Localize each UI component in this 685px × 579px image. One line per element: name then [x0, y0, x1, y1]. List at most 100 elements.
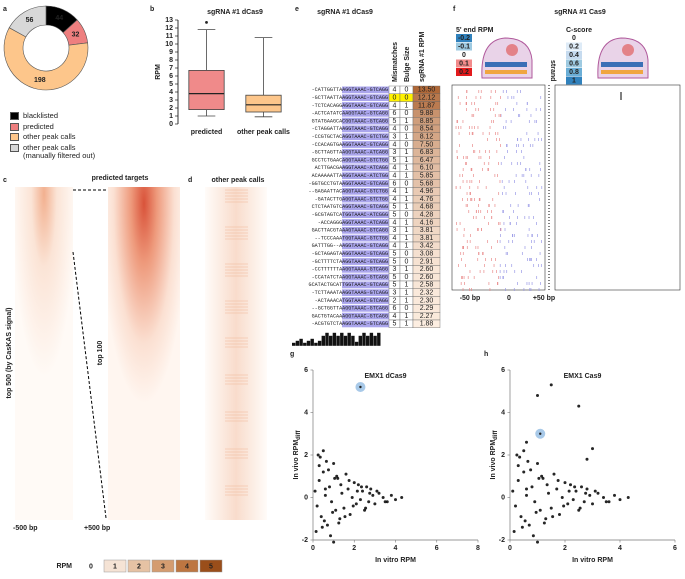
box	[245, 94, 282, 113]
x-tick-label: 6	[673, 545, 677, 552]
sequence-highlight	[342, 273, 389, 281]
sequence-highlight	[342, 148, 389, 156]
sequence: GATTTGG--AAGGTAAAC-GTCAGG	[312, 243, 388, 249]
point	[334, 508, 338, 512]
sequence: --TCCCAAATGGTAAAC-GTCTGG	[315, 235, 388, 241]
legend-entry: blacklisted	[10, 111, 120, 121]
point	[596, 491, 600, 495]
scale-label: 0.2	[569, 43, 579, 50]
point	[335, 474, 339, 478]
legend-swatch	[10, 143, 19, 152]
cell-text: 1	[405, 149, 409, 156]
cell-text: 2	[393, 297, 397, 304]
sequence-highlight	[342, 219, 389, 226]
point	[544, 517, 548, 521]
cell-text: 1	[405, 188, 409, 195]
sequence: -GCGTAGTCATGGTAAAC-ATCGGG	[312, 212, 388, 218]
point	[569, 483, 572, 487]
point	[585, 487, 589, 491]
cell-text: 2.30	[420, 297, 434, 304]
legend-label: blacklisted	[23, 111, 59, 120]
heatmap	[205, 187, 267, 520]
y-axis-label-main: In vivo RPM	[490, 440, 497, 480]
heatmap	[108, 187, 180, 520]
sequence-highlight	[342, 94, 389, 102]
cell-text: 4.96	[420, 188, 434, 195]
cell-text: 3.42	[420, 243, 434, 250]
scale-swatch	[566, 68, 582, 76]
point	[346, 487, 350, 491]
sequence: -CCACAGTGAAGGTAAAC-GTCAGG	[312, 142, 388, 148]
cell-text: 5	[393, 212, 397, 219]
sequence-highlight	[342, 312, 389, 320]
y-axis-label-sub: diff	[493, 429, 499, 439]
colorbar-tick-label: 2	[137, 563, 141, 570]
point	[316, 453, 320, 457]
cell-text: 4	[393, 165, 397, 172]
cell-text: 4	[393, 188, 397, 195]
sequence: -CCTTTTTTAAGGTAAAA-GTCAGG	[312, 267, 388, 273]
cell-text: 6	[393, 305, 397, 312]
sequence-highlight	[342, 211, 389, 219]
column-header: Mismatches	[392, 42, 399, 82]
sequence: -ACTCATATCAAGGTAAC-GTCAGG	[312, 111, 388, 117]
point	[371, 493, 375, 497]
panel-label: a	[3, 6, 7, 13]
y-axis-label: RPM	[155, 64, 162, 80]
sequence: -GCTTAGTTAAGGTAAAC-ATCAGG	[312, 150, 388, 156]
cell-text: 1	[405, 297, 409, 304]
sequence-highlight	[342, 180, 389, 187]
point	[573, 485, 577, 489]
point	[321, 449, 325, 453]
outlier	[205, 21, 208, 24]
sequence-highlight	[342, 265, 389, 273]
x-tick-label: 0	[311, 545, 315, 552]
sequence-highlight	[342, 156, 389, 164]
y-tick-label: 0	[169, 121, 173, 128]
sequence-highlight	[342, 187, 389, 195]
point	[355, 489, 359, 493]
point	[400, 496, 404, 499]
conservation-bar	[354, 341, 359, 346]
cell-text: 0	[405, 258, 409, 265]
scale-label: 0.6	[569, 60, 579, 67]
y-tick-label: 0	[501, 494, 505, 501]
conservation-bar	[373, 335, 377, 346]
cell-text: 1	[405, 196, 409, 203]
point	[582, 500, 586, 504]
sequence: -TCTTAAATAAGGTAAAG-GTCAGG	[312, 290, 388, 296]
cell-text: 0	[405, 180, 409, 187]
point	[332, 540, 336, 544]
point	[566, 502, 570, 506]
point	[514, 504, 517, 508]
point	[332, 462, 336, 465]
strand-label: strand	[549, 60, 556, 81]
cell-text: 1	[405, 134, 409, 141]
sequence-highlight	[342, 234, 389, 242]
heatmap-xlabel: +500 bp	[84, 525, 110, 532]
heatmap-sublabel: top 100	[97, 341, 104, 366]
y-axis-label-main: In vivo RPM	[293, 440, 300, 480]
cell-text: 1	[405, 219, 409, 226]
y-tick-label: 10	[165, 41, 173, 48]
conservation-bar	[306, 340, 311, 346]
point	[613, 493, 616, 497]
point	[534, 510, 538, 514]
y-tick-label: 9	[169, 49, 173, 56]
sequence: -GCTTAATTAAGGTAAAC-GTCAGG	[312, 95, 388, 101]
x-tick-label: predicted	[191, 129, 223, 136]
cell-text: 0	[405, 141, 409, 148]
panel-label: b	[150, 6, 154, 13]
cell-text: 4	[393, 313, 397, 320]
point	[369, 487, 373, 491]
cell-text: 1	[405, 173, 409, 180]
conservation-bar	[317, 340, 322, 346]
footprint-right	[554, 84, 681, 291]
point	[516, 479, 520, 482]
y-tick-label: 12	[165, 25, 173, 32]
zoom-line	[72, 251, 107, 519]
column-header: Bulge Size	[404, 46, 411, 82]
sequence-highlight	[342, 86, 389, 94]
